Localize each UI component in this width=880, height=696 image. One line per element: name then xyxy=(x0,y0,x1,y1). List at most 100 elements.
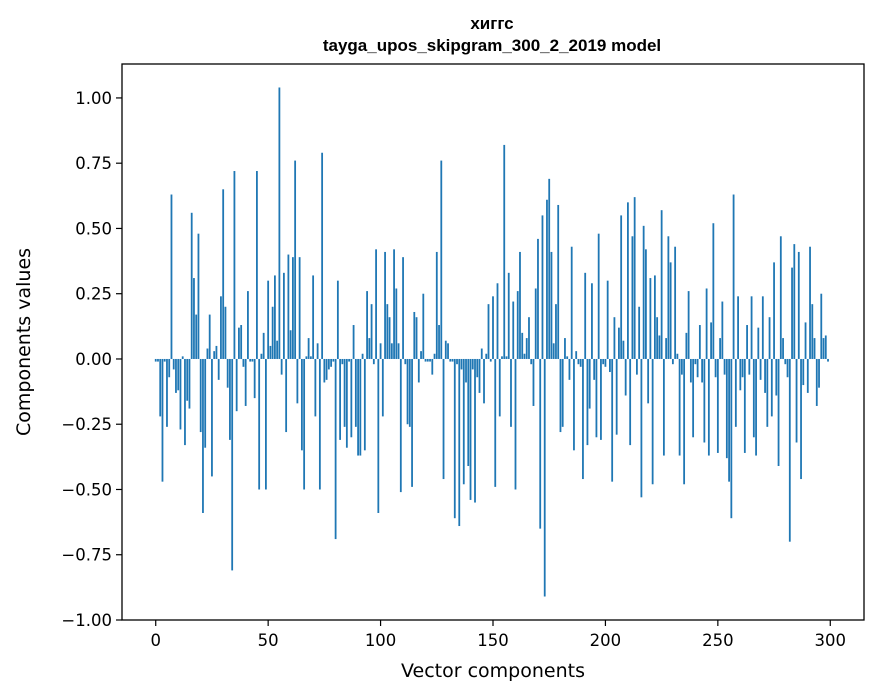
bar xyxy=(557,204,560,359)
bar xyxy=(469,358,472,500)
bar xyxy=(300,358,303,451)
bar xyxy=(773,262,775,359)
bar xyxy=(537,238,539,359)
bar xyxy=(687,291,690,359)
bar xyxy=(667,236,670,359)
bar xyxy=(530,358,533,365)
bar xyxy=(262,332,265,359)
bar xyxy=(507,272,510,359)
bar xyxy=(318,358,321,490)
bar xyxy=(579,358,582,367)
bar xyxy=(570,246,573,359)
bar xyxy=(591,283,593,359)
bar xyxy=(350,358,353,438)
bar xyxy=(393,249,395,359)
bar xyxy=(426,358,429,362)
bar xyxy=(217,358,220,380)
bar xyxy=(330,358,333,367)
bar xyxy=(602,358,605,365)
bar xyxy=(588,358,591,409)
bar xyxy=(184,358,186,446)
bar xyxy=(496,283,499,359)
bar xyxy=(211,358,213,477)
bar xyxy=(539,358,542,529)
bar xyxy=(534,288,537,359)
bar xyxy=(296,358,299,404)
bar xyxy=(615,358,618,435)
bar xyxy=(739,358,742,391)
bar xyxy=(278,87,281,359)
bar xyxy=(298,257,301,359)
bar xyxy=(564,338,566,359)
bar xyxy=(728,358,730,482)
bar xyxy=(440,160,443,359)
bar xyxy=(757,327,760,359)
bar xyxy=(761,296,764,359)
bar xyxy=(723,358,726,375)
bar xyxy=(370,304,373,359)
bar xyxy=(487,304,490,359)
bar xyxy=(755,358,757,456)
x-tick-label: 200 xyxy=(590,631,622,650)
bar xyxy=(795,358,798,443)
bar xyxy=(620,215,623,359)
bar xyxy=(395,288,398,359)
bar xyxy=(249,358,252,362)
bar xyxy=(195,314,198,359)
x-tick-label: 300 xyxy=(815,631,847,650)
bar xyxy=(265,358,267,490)
bar xyxy=(784,358,787,365)
bar xyxy=(552,343,555,359)
bar xyxy=(303,358,306,490)
bar xyxy=(561,358,564,427)
bar xyxy=(291,257,294,359)
bar xyxy=(694,358,697,365)
bar xyxy=(251,358,254,362)
x-axis-label: Vector components xyxy=(401,660,585,682)
bar xyxy=(577,358,580,365)
bar xyxy=(555,304,557,359)
bar xyxy=(179,358,182,430)
bar xyxy=(501,356,503,359)
bar xyxy=(752,358,755,438)
bar xyxy=(177,358,180,391)
bar xyxy=(327,358,330,370)
bar xyxy=(597,233,600,359)
y-tick-label: −0.25 xyxy=(61,415,112,434)
bar xyxy=(197,233,200,359)
bar xyxy=(541,215,544,359)
bar xyxy=(604,358,607,367)
bar xyxy=(721,301,724,359)
bar xyxy=(689,358,692,383)
bar xyxy=(532,358,535,406)
bar xyxy=(633,197,636,359)
bar xyxy=(737,296,739,359)
bar xyxy=(208,314,211,359)
y-tick-label: 1.00 xyxy=(75,89,112,108)
bar xyxy=(503,144,506,359)
bar xyxy=(548,178,551,359)
bar xyxy=(613,317,616,359)
bar xyxy=(238,327,240,359)
bar xyxy=(253,358,256,399)
bar xyxy=(770,358,773,417)
bar xyxy=(489,358,492,362)
bar xyxy=(750,296,753,359)
bar xyxy=(595,358,598,438)
bar xyxy=(386,304,389,359)
bar xyxy=(357,358,359,456)
bar xyxy=(256,171,258,359)
bar xyxy=(188,358,191,409)
bar xyxy=(417,358,420,383)
bar xyxy=(384,251,386,359)
bar xyxy=(213,351,216,359)
bar xyxy=(168,358,171,378)
bar xyxy=(372,358,375,365)
bar xyxy=(467,358,470,466)
bar xyxy=(809,246,811,359)
bar xyxy=(444,340,447,359)
bar xyxy=(336,280,339,359)
bar xyxy=(366,291,368,359)
bar xyxy=(413,311,416,359)
bar xyxy=(550,251,553,359)
